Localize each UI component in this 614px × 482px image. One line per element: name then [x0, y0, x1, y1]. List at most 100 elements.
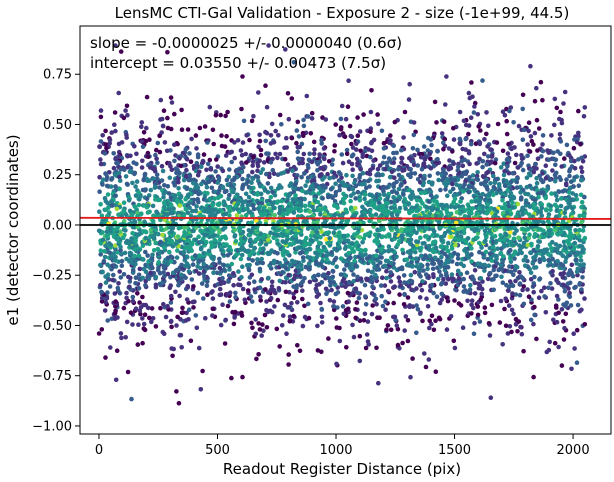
data-point: [484, 211, 490, 216]
data-point: [400, 233, 405, 238]
data-point: [165, 115, 170, 121]
data-point: [502, 306, 507, 312]
data-point: [101, 258, 107, 264]
data-point: [418, 173, 423, 179]
data-point: [562, 325, 567, 331]
data-point: [260, 167, 266, 172]
data-point: [407, 81, 413, 87]
data-point: [206, 248, 212, 254]
data-point: [113, 299, 118, 304]
data-point: [375, 112, 380, 117]
data-point: [252, 279, 257, 285]
data-point: [543, 176, 549, 181]
data-point: [150, 316, 156, 321]
data-point: [308, 237, 314, 243]
data-point: [322, 156, 327, 162]
data-point: [540, 255, 546, 261]
data-point: [344, 147, 350, 153]
data-point: [125, 182, 130, 187]
data-point: [556, 310, 561, 316]
data-point: [117, 269, 122, 274]
data-point: [155, 140, 161, 146]
data-point: [450, 186, 456, 192]
data-point: [223, 317, 228, 323]
data-point: [270, 156, 275, 162]
data-point: [260, 322, 265, 327]
data-point: [435, 171, 441, 176]
data-point: [240, 264, 245, 270]
data-point: [221, 267, 227, 273]
data-point: [132, 253, 138, 259]
data-point: [295, 300, 300, 305]
data-point: [381, 154, 387, 160]
data-point: [423, 272, 429, 277]
data-point: [180, 305, 185, 311]
data-point: [209, 220, 215, 225]
data-point: [409, 287, 414, 293]
data-point: [218, 112, 223, 118]
data-point: [441, 276, 446, 282]
data-point: [300, 156, 305, 162]
data-point: [419, 219, 425, 225]
data-point: [477, 141, 483, 147]
data-point: [123, 174, 129, 179]
data-point: [534, 336, 539, 342]
data-point: [148, 270, 154, 276]
data-point: [114, 206, 120, 212]
data-point: [98, 114, 104, 120]
data-point: [555, 258, 560, 264]
data-point: [326, 230, 332, 235]
data-point: [300, 323, 306, 329]
data-point: [534, 85, 539, 91]
data-point: [294, 140, 299, 146]
data-point: [250, 169, 255, 175]
data-point: [400, 168, 405, 173]
data-point: [268, 141, 274, 146]
data-point: [123, 108, 128, 113]
data-point: [105, 192, 111, 197]
data-point: [122, 167, 127, 172]
data-point: [133, 280, 138, 286]
data-point: [500, 148, 506, 154]
data-point: [573, 193, 579, 198]
data-point: [480, 78, 485, 83]
data-point: [415, 307, 421, 312]
data-point: [229, 261, 235, 267]
data-point: [423, 364, 429, 370]
data-point: [250, 176, 256, 181]
data-point: [535, 244, 541, 249]
data-point: [233, 309, 238, 315]
data-point: [536, 295, 542, 301]
data-point: [329, 162, 335, 167]
data-point: [570, 191, 575, 196]
data-point: [558, 261, 564, 267]
data-point: [266, 151, 271, 156]
data-point: [411, 132, 417, 138]
data-point: [438, 273, 444, 278]
data-point: [489, 154, 495, 159]
data-point: [396, 186, 402, 192]
data-point: [428, 137, 434, 142]
data-point: [532, 130, 538, 136]
data-point: [332, 143, 338, 148]
data-point: [376, 121, 381, 127]
data-point: [307, 209, 313, 214]
data-point: [502, 169, 507, 174]
data-point: [162, 183, 167, 188]
data-point: [273, 128, 279, 134]
data-point: [161, 301, 166, 307]
data-point: [158, 305, 163, 311]
data-point: [113, 254, 118, 260]
data-point: [504, 118, 510, 124]
data-point: [559, 363, 565, 368]
data-point: [117, 178, 123, 183]
data-point: [578, 258, 584, 263]
data-point: [409, 262, 415, 268]
data-point: [184, 297, 190, 302]
data-point: [457, 211, 463, 216]
data-point: [443, 171, 449, 176]
data-point: [387, 174, 393, 180]
data-point: [432, 99, 438, 105]
data-point: [185, 283, 190, 289]
data-point: [239, 252, 245, 258]
